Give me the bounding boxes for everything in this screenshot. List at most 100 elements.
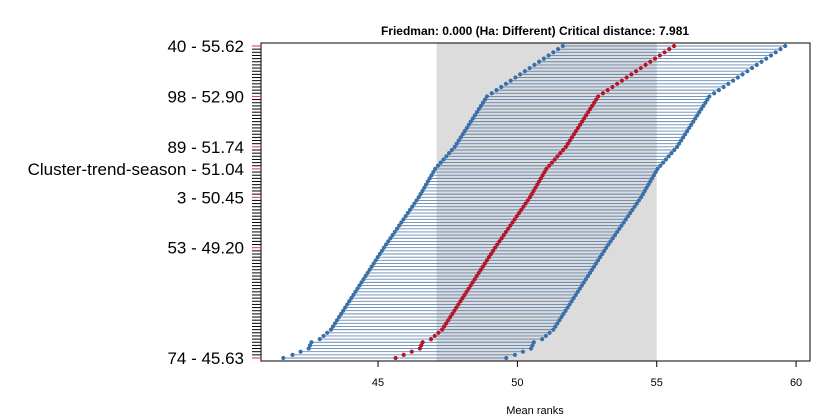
interval-high-point bbox=[683, 132, 688, 137]
interval-high-point bbox=[707, 94, 712, 99]
mean-rank-point bbox=[393, 355, 398, 361]
y-tick-label: 3 - 50.45 bbox=[177, 188, 244, 207]
mean-rank-point bbox=[436, 330, 441, 335]
interval-low-point bbox=[392, 229, 397, 235]
interval-low-point bbox=[353, 289, 358, 294]
interval-low-point bbox=[399, 220, 404, 225]
y-tick-label: Cluster-trend-season - 51.04 bbox=[28, 160, 244, 179]
interval-low-point bbox=[369, 264, 374, 269]
mean-rank-point bbox=[542, 169, 547, 175]
mean-rank-point bbox=[508, 223, 513, 228]
interval-high-point bbox=[764, 56, 769, 61]
mean-rank-point bbox=[519, 207, 524, 212]
interval-high-point bbox=[575, 289, 580, 294]
interval-low-point bbox=[472, 113, 477, 118]
interval-high-point bbox=[632, 204, 637, 209]
mean-rank-point bbox=[610, 84, 615, 90]
mean-rank-point bbox=[560, 147, 566, 153]
interval-low-point bbox=[418, 192, 423, 197]
mean-rank-point bbox=[497, 239, 502, 244]
mean-rank-point bbox=[643, 62, 648, 68]
interval-high-point bbox=[573, 292, 578, 298]
mean-rank-point bbox=[432, 333, 437, 339]
interval-high-point bbox=[655, 166, 660, 172]
x-tick-label: 60 bbox=[790, 377, 802, 389]
mean-rank-point bbox=[565, 141, 570, 146]
interval-high-point bbox=[628, 210, 633, 216]
interval-low-point bbox=[416, 195, 421, 200]
interval-high-point bbox=[699, 106, 704, 112]
interval-high-point bbox=[636, 198, 642, 203]
interval-low-point bbox=[427, 176, 432, 181]
interval-high-point bbox=[540, 336, 545, 342]
mean-rank-point bbox=[492, 245, 498, 250]
x-tick-label: 50 bbox=[511, 377, 523, 389]
interval-low-point bbox=[454, 141, 459, 146]
mean-rank-point bbox=[538, 176, 543, 181]
mean-rank-point bbox=[671, 43, 677, 49]
interval-low-point bbox=[499, 84, 504, 90]
interval-low-point bbox=[359, 280, 364, 285]
interval-low-point bbox=[394, 226, 400, 231]
mean-rank-point bbox=[648, 59, 653, 64]
mean-rank-point bbox=[527, 195, 533, 200]
interval-low-point bbox=[431, 169, 436, 175]
interval-high-point bbox=[697, 110, 702, 115]
mean-rank-point bbox=[444, 321, 449, 326]
interval-low-point bbox=[390, 232, 395, 238]
interval-low-point bbox=[474, 110, 480, 115]
mean-rank-point bbox=[590, 103, 595, 108]
mean-rank-point bbox=[470, 280, 475, 285]
plot-area bbox=[260, 42, 811, 362]
interval-high-point bbox=[691, 119, 696, 124]
mean-rank-point bbox=[531, 188, 536, 194]
interval-high-point bbox=[701, 103, 706, 108]
mean-rank-point bbox=[605, 88, 610, 93]
mean-rank-point bbox=[506, 226, 511, 231]
mean-rank-point bbox=[456, 302, 461, 307]
interval-high-point bbox=[651, 173, 657, 178]
interval-low-point bbox=[541, 56, 546, 61]
interval-high-point bbox=[712, 91, 717, 96]
interval-high-point bbox=[749, 65, 755, 71]
interval-high-point bbox=[674, 144, 680, 149]
interval-low-point bbox=[494, 88, 499, 93]
interval-high-point bbox=[553, 324, 558, 329]
interval-high-point bbox=[685, 128, 690, 134]
interval-low-point bbox=[355, 286, 360, 291]
interval-high-point bbox=[759, 59, 764, 64]
interval-high-point bbox=[644, 185, 649, 190]
interval-high-point bbox=[721, 84, 726, 90]
mean-rank-point bbox=[594, 97, 599, 102]
mean-rank-point bbox=[499, 236, 504, 241]
interval-high-point bbox=[619, 223, 624, 228]
mean-rank-point bbox=[440, 327, 445, 332]
interval-high-point bbox=[583, 277, 589, 282]
mean-rank-point bbox=[401, 352, 406, 357]
mean-rank-point bbox=[579, 119, 585, 124]
mean-rank-point bbox=[624, 75, 629, 80]
interval-high-point bbox=[561, 311, 566, 316]
interval-high-point bbox=[642, 188, 647, 194]
interval-high-point bbox=[666, 154, 671, 159]
interval-high-point bbox=[695, 113, 700, 118]
interval-high-point bbox=[663, 157, 669, 162]
interval-high-point bbox=[528, 346, 534, 351]
interval-low-point bbox=[466, 122, 471, 127]
interval-low-point bbox=[480, 100, 486, 105]
interval-high-point bbox=[754, 62, 759, 68]
interval-high-point bbox=[612, 232, 618, 238]
interval-high-point bbox=[600, 251, 605, 257]
mean-rank-point bbox=[592, 100, 597, 105]
plot-frame bbox=[260, 42, 811, 362]
mean-rank-point bbox=[533, 185, 538, 190]
interval-high-point bbox=[783, 43, 788, 49]
interval-high-point bbox=[559, 314, 564, 320]
interval-low-point bbox=[527, 65, 532, 71]
interval-low-point bbox=[532, 62, 537, 68]
interval-low-point bbox=[513, 75, 518, 80]
interval-low-point bbox=[458, 135, 463, 140]
mean-rank-point bbox=[420, 340, 425, 345]
mean-rank-point bbox=[569, 135, 575, 140]
interval-low-point bbox=[452, 144, 457, 149]
